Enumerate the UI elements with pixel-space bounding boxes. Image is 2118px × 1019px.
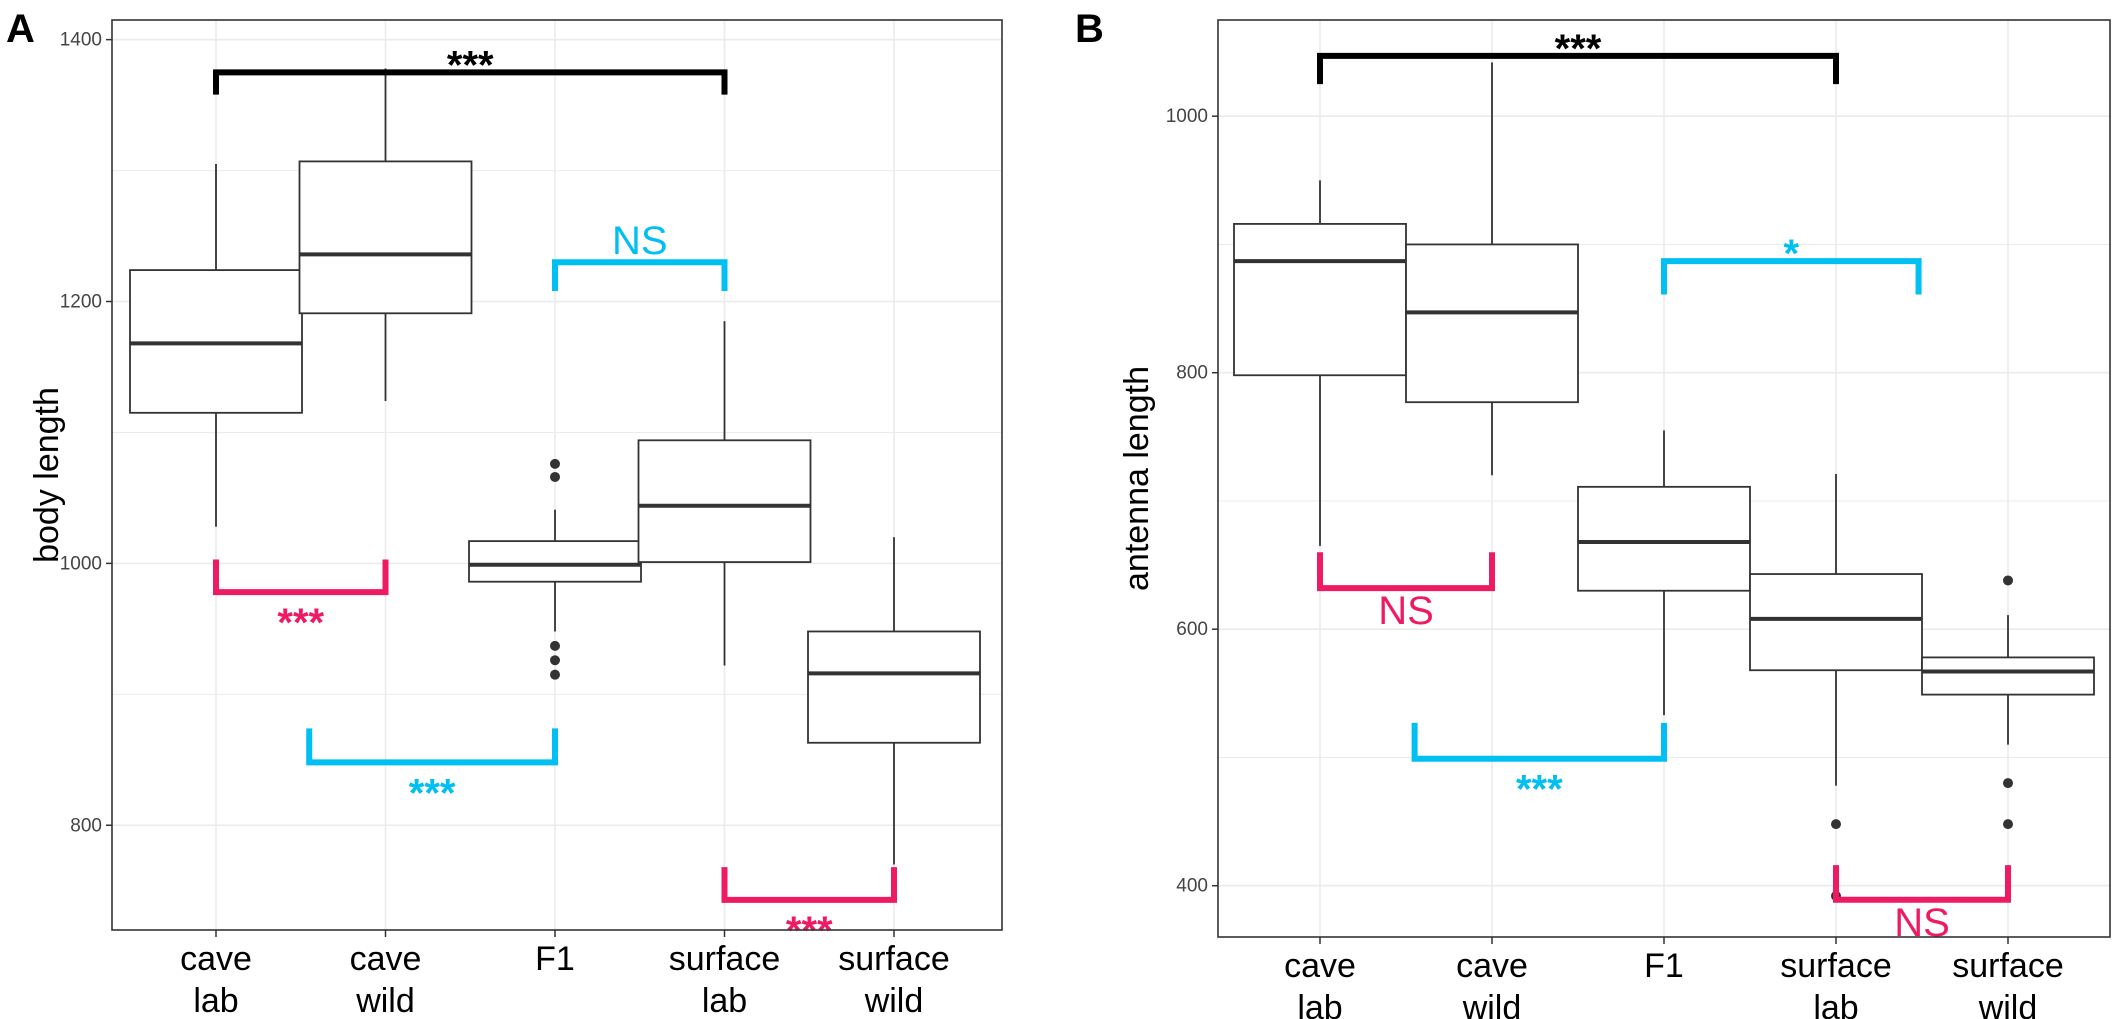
y-tick-label: 400: [1176, 876, 1208, 897]
box-iqr: [637, 439, 812, 563]
y-axis-title: antenna length: [1118, 366, 1156, 591]
box-iqr: [1749, 573, 1923, 672]
boxplot-3: [1749, 474, 1923, 901]
significance-bracket-blue: *: [1661, 232, 1922, 295]
significance-bracket-pink: NS: [1317, 552, 1495, 633]
x-tick-label: surface: [669, 940, 781, 978]
outlier-point: [2003, 819, 2013, 830]
outlier-point: [2003, 575, 2013, 586]
x-tick-label: wild: [355, 982, 415, 1019]
boxplot-4: [1921, 575, 2095, 830]
significance-label: NS: [1894, 901, 1950, 945]
bracket-line: [552, 259, 728, 292]
significance-bracket-pink: ***: [721, 867, 897, 953]
x-tick-label: F1: [1644, 947, 1684, 985]
boxplot-1: [298, 68, 473, 402]
bracket-line: [1411, 722, 1667, 762]
significance-bracket-pink: ***: [213, 559, 389, 645]
x-tick-label: cave: [1284, 947, 1356, 985]
y-tick-label: 800: [70, 815, 102, 836]
panel-border: [1217, 19, 2111, 938]
significance-label: NS: [1378, 589, 1434, 633]
outlier-point: [550, 669, 560, 680]
significance-bracket-blue: ***: [1411, 722, 1667, 812]
y-tick-label: 1400: [60, 30, 102, 51]
significance-label: ***: [1516, 768, 1563, 812]
significance-label: *: [1783, 232, 1799, 276]
panel-a-body-length: 800 1000 1200 1400 cave lab cave wild F1 surface l…: [6, 7, 1003, 1019]
x-tick-label: wild: [1462, 989, 1522, 1019]
x-tick-label: lab: [193, 982, 238, 1019]
significance-bracket-blue: ***: [306, 728, 558, 815]
boxplot-2: [1577, 430, 1751, 716]
x-tick-label: lab: [1813, 989, 1858, 1019]
box-iqr: [1577, 485, 1751, 592]
x-tick-label: lab: [1297, 989, 1342, 1019]
bracket-line: [1317, 552, 1495, 592]
significance-label: ***: [1555, 27, 1602, 71]
panel-border: [111, 19, 1003, 931]
box-iqr: [1921, 656, 2095, 696]
outlier-point: [1831, 819, 1841, 830]
outlier-point: [550, 640, 560, 651]
boxplot-0: [1233, 180, 1407, 546]
box-iqr: [1233, 223, 1407, 377]
significance-label: ***: [409, 771, 456, 815]
panel-b-antenna-length: 400 600 800 1000 cave lab cave wild F1 surface lab…: [1075, 7, 2111, 1019]
outlier-point: [550, 458, 560, 469]
y-axis-title: body length: [28, 387, 66, 563]
outlier-point: [550, 471, 560, 482]
significance-bracket-black: ***: [213, 43, 728, 95]
significance-label: NS: [612, 219, 668, 263]
bracket-line: [1661, 258, 1922, 295]
bracket-line: [213, 559, 389, 596]
x-tick-label: cave: [350, 940, 422, 978]
box-iqr: [1405, 243, 1579, 404]
boxplot-3: [637, 321, 812, 666]
y-tick-label: 1000: [1166, 106, 1208, 127]
x-tick-label: cave: [180, 940, 252, 978]
y-tick-label: 800: [1176, 363, 1208, 384]
x-tick-label: lab: [702, 982, 747, 1019]
x-tick-label: cave: [1456, 947, 1528, 985]
bracket-line: [213, 69, 728, 95]
y-tick-label: 1000: [60, 553, 102, 574]
significance-label: ***: [277, 601, 324, 645]
boxplot-0: [129, 164, 303, 527]
boxplot-2: [468, 458, 642, 680]
significance-label: ***: [786, 909, 833, 953]
boxplot-1: [1405, 62, 1579, 476]
x-tick-label: surface: [1780, 947, 1892, 985]
box-iqr: [468, 540, 642, 583]
bracket-line: [1833, 865, 2011, 903]
panel-label: B: [1075, 7, 1104, 51]
x-tick-label: wild: [1978, 989, 2038, 1019]
bracket-line: [721, 867, 897, 903]
bracket-line: [1317, 52, 1839, 85]
boxplot-4: [807, 537, 981, 865]
panel-label: A: [6, 7, 35, 51]
x-tick-label: wild: [864, 982, 924, 1019]
x-tick-label: surface: [838, 940, 950, 978]
x-tick-label: F1: [535, 940, 575, 978]
y-tick-label: 600: [1176, 619, 1208, 640]
outlier-point: [2003, 778, 2013, 789]
y-tick-label: 1200: [60, 292, 102, 313]
bracket-line: [306, 728, 558, 766]
box-iqr: [807, 630, 981, 744]
significance-bracket-black: ***: [1317, 27, 1839, 85]
significance-bracket-blue: NS: [552, 219, 728, 292]
x-tick-label: surface: [1952, 947, 2064, 985]
significance-label: ***: [447, 43, 494, 87]
outlier-point: [550, 655, 560, 666]
box-iqr: [298, 160, 473, 315]
